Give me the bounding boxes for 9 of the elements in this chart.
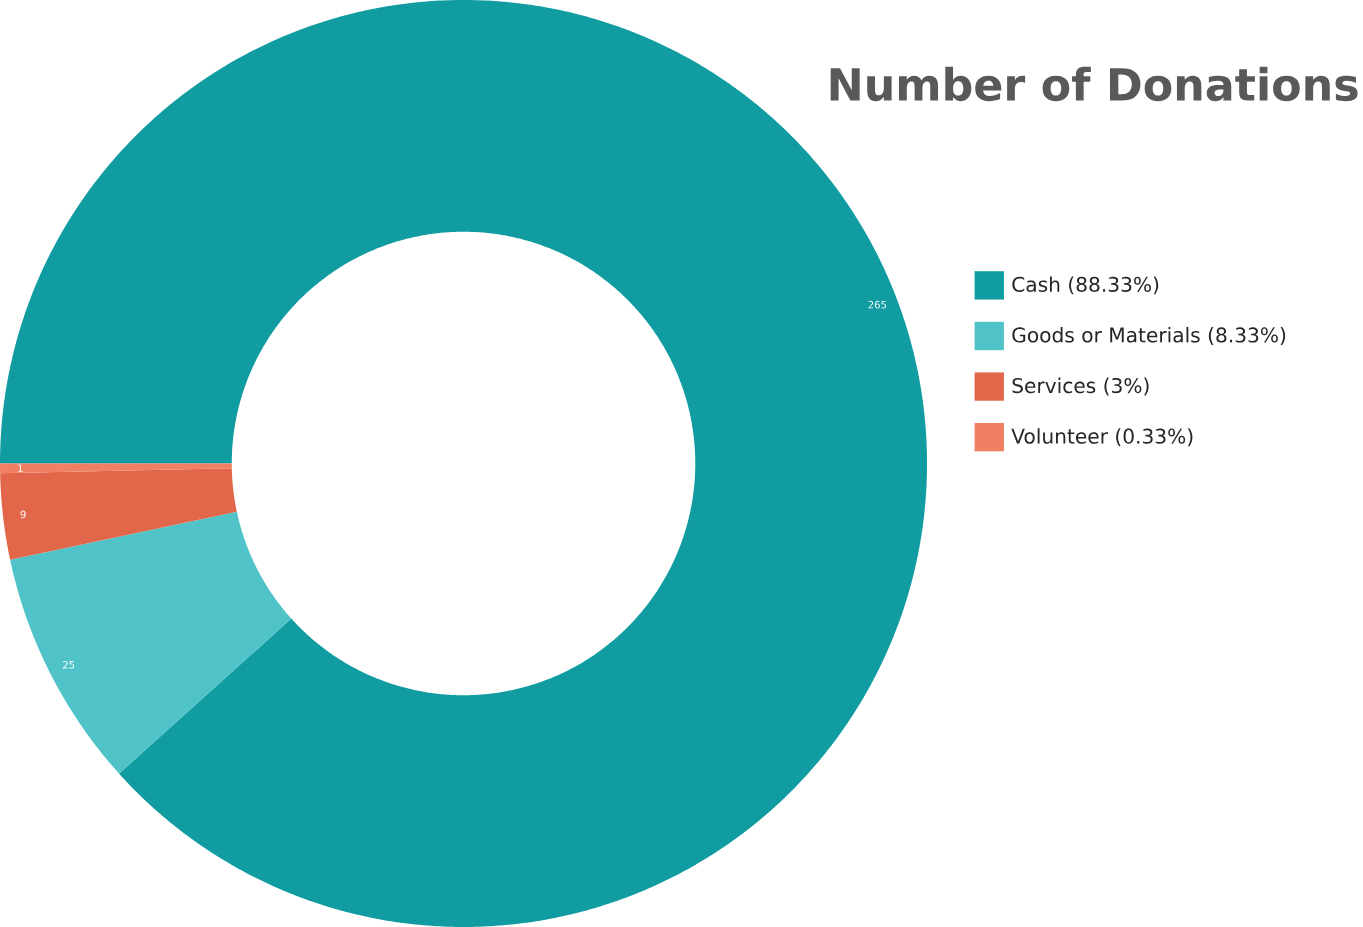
legend-label: Goods or Materials (8.33%) [1012, 326, 1286, 345]
data-label: 9 [20, 510, 26, 519]
text: Number of Donations [830, 66, 1358, 102]
data-label: 1 [18, 464, 23, 472]
data-label: 265 [868, 300, 887, 309]
legend-label: Volunteer (0.33%) [1011, 428, 1193, 447]
legend-label: Services (3%) [1012, 377, 1149, 396]
legend-label: Cash (88.33%) [1012, 276, 1159, 295]
data-label: 25 [62, 660, 75, 669]
